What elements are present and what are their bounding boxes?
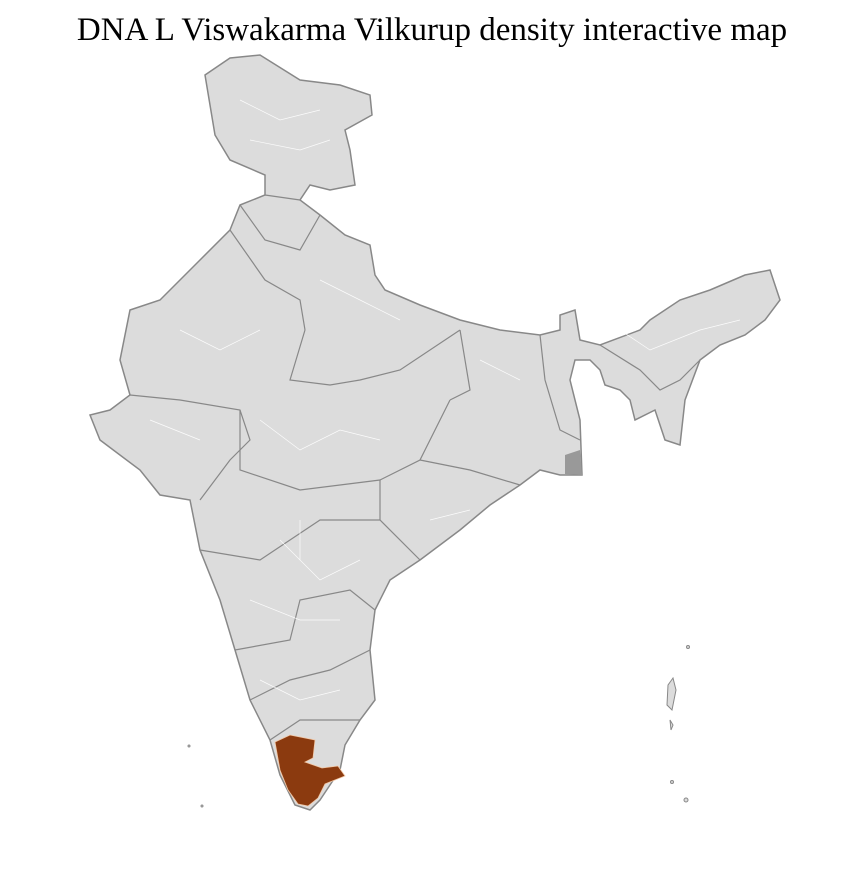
andaman-nicobar-islands xyxy=(187,645,690,808)
map-title: DNA L Viswakarma Vilkurup density intera… xyxy=(76,12,788,48)
highlighted-region[interactable] xyxy=(274,734,346,807)
state-borders xyxy=(129,194,701,741)
sundarbans xyxy=(565,450,582,475)
india-outline[interactable] xyxy=(88,54,781,811)
district-borders xyxy=(149,99,741,701)
